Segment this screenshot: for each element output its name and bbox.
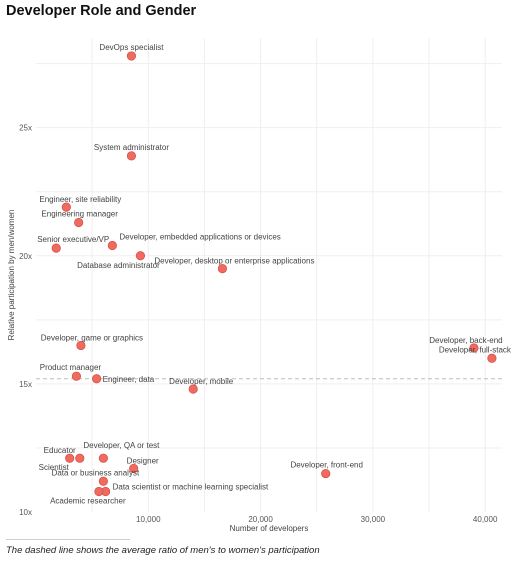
point-label: Senior executive/VP [37, 235, 109, 244]
data-point [126, 151, 137, 161]
point-label: Educator [44, 446, 76, 455]
point-label: Academic researcher [50, 497, 126, 506]
x-tick-label: 30,000 [361, 515, 386, 524]
caption-divider [6, 539, 130, 540]
y-tick-label: 10x [19, 508, 32, 517]
chart-title: Developer Role and Gender [6, 3, 197, 19]
data-point [51, 243, 61, 253]
data-point [321, 468, 331, 479]
point-label: Engineer, site reliability [39, 195, 121, 204]
point-label: Data or business analyst [52, 468, 140, 477]
data-point [129, 463, 139, 474]
data-point [92, 374, 102, 384]
data-point [188, 384, 198, 394]
y-tick-label: 15x [19, 380, 32, 389]
y-axis-title: Relative participation by men/women [7, 210, 16, 341]
data-point [487, 353, 497, 363]
point-label: Designer [127, 456, 159, 465]
data-point [135, 251, 146, 261]
point-label: Product manager [40, 363, 102, 372]
point-label: Data scientist or machine learning speci… [113, 483, 269, 492]
point-label: Database administrator [77, 261, 160, 270]
point-label: Developer, game or graphics [41, 333, 143, 342]
data-point [98, 453, 108, 463]
data-point [71, 371, 82, 381]
x-axis-ticks: 10,000 20,000 30,000 40,000 [136, 515, 498, 524]
y-tick-label: 25x [19, 124, 32, 133]
point-labels: DevOps specialist System administrator Eng… [37, 43, 512, 506]
point-label: Scientist [39, 463, 70, 472]
point-label: Developer, mobile [169, 377, 234, 386]
point-label: Developer, QA or test [83, 441, 160, 450]
point-label: Developer, full-stack [439, 345, 512, 354]
y-axis-ticks: 10x 15x 20x 25x [19, 124, 32, 517]
point-label: Developer, front-end [290, 461, 363, 470]
point-label: Developer, desktop or enterprise applica… [154, 257, 314, 266]
data-point [76, 340, 86, 351]
data-point [75, 453, 85, 463]
data-point [61, 202, 71, 212]
x-tick-label: 40,000 [473, 515, 498, 524]
x-tick-label: 10,000 [136, 515, 161, 524]
grid-lines [36, 38, 502, 512]
data-point [469, 343, 479, 353]
data-point [65, 453, 75, 463]
x-axis-title: Number of developers [230, 524, 309, 533]
x-tick-label: 20,000 [248, 515, 273, 524]
point-label: Engineer, data [103, 375, 155, 384]
data-point [126, 51, 137, 61]
y-tick-label: 20x [19, 252, 32, 261]
point-label: Developer, back-end [429, 336, 502, 345]
data-point [98, 476, 108, 486]
data-point [217, 263, 227, 274]
data-points [51, 51, 497, 497]
data-point [107, 240, 117, 251]
point-label: DevOps specialist [99, 43, 164, 52]
data-point [74, 217, 84, 228]
chart-caption: The dashed line shows the average ratio … [6, 545, 320, 556]
point-label: System administrator [94, 143, 169, 152]
point-label: Engineering manager [41, 209, 118, 218]
point-label: Developer, embedded applications or devi… [119, 233, 280, 242]
data-point [94, 486, 104, 497]
